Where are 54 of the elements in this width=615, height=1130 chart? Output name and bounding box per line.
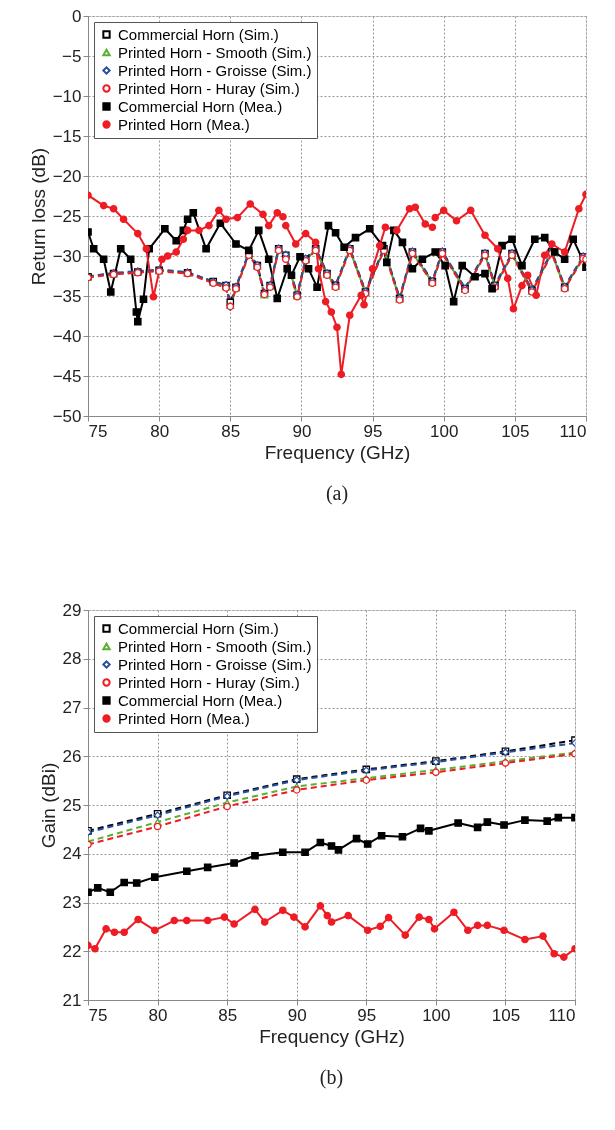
x-tick-label: 95	[363, 421, 383, 441]
x-tick-label: 80	[148, 1005, 168, 1025]
y-tick-label: 22	[62, 941, 82, 961]
x-tick-label: 85	[221, 421, 241, 441]
text: (a)	[325, 482, 349, 505]
x-axis-title: Frequency (GHz)	[264, 441, 411, 463]
x-tick-label: 105	[501, 421, 530, 441]
legend-label: Printed Horn - Groisse (Sim.)	[118, 61, 312, 79]
legend-label: Printed Horn - Huray (Sim.)	[118, 79, 300, 97]
x-tick-label: 110	[548, 1005, 576, 1025]
x-tick-label: 75	[88, 421, 108, 441]
legend-label: Printed Horn - Smooth (Sim.)	[118, 637, 312, 655]
y-tick-label: 24	[62, 844, 82, 864]
legend-label: Printed Horn (Mea.)	[118, 709, 250, 727]
x-tick-label: 75	[88, 1005, 108, 1025]
x-tick-label: 90	[292, 421, 312, 441]
legend-label: Printed Horn - Smooth (Sim.)	[118, 43, 312, 61]
x-tick-label: 110	[559, 421, 587, 441]
x-tick-label: 90	[287, 1005, 307, 1025]
y-tick-label: 29	[62, 600, 82, 620]
y-tick-label: 23	[62, 893, 82, 912]
y-tick-label: −35	[52, 286, 82, 306]
text: (b)	[319, 1066, 344, 1089]
y-tick-label: −25	[52, 206, 82, 226]
x-tick-label: 85	[218, 1005, 238, 1025]
y-axis-title: Return loss (dB)	[27, 147, 49, 286]
y-tick-label: −40	[52, 326, 82, 346]
y-tick-label: −45	[52, 366, 82, 386]
y-tick-label: 28	[62, 649, 82, 669]
y-tick-label: 21	[62, 990, 82, 1010]
y-tick-label: −10	[52, 86, 82, 106]
x-tick-label: 105	[491, 1005, 521, 1025]
y-tick-label: −50	[52, 406, 82, 426]
y-tick-label: 25	[62, 795, 82, 815]
legend-label: Printed Horn (Mea.)	[118, 115, 250, 133]
legend-label: Commercial Horn (Sim.)	[118, 619, 279, 637]
y-tick-label: −30	[52, 246, 82, 266]
x-tick-label: 100	[430, 421, 459, 441]
legend-label: Printed Horn - Groisse (Sim.)	[118, 655, 312, 673]
y-axis-title: Gain (dBi)	[37, 762, 59, 849]
x-tick-label: 80	[150, 421, 170, 441]
legend-label: Printed Horn - Huray (Sim.)	[118, 673, 300, 691]
y-tick-label: 27	[62, 698, 82, 717]
y-tick-label: −15	[52, 126, 82, 146]
y-tick-label: −20	[52, 166, 82, 186]
x-axis-title: Frequency (GHz)	[259, 1025, 405, 1047]
x-tick-label: 100	[422, 1005, 451, 1025]
y-tick-label: 26	[62, 746, 82, 766]
y-tick-label: −5	[62, 46, 82, 66]
x-tick-label: 95	[357, 1005, 377, 1025]
legend-label: Commercial Horn (Sim.)	[118, 25, 279, 43]
y-tick-label: 0	[72, 6, 82, 26]
legend-label: Commercial Horn (Mea.)	[118, 691, 283, 709]
legend-label: Commercial Horn (Mea.)	[118, 97, 283, 115]
